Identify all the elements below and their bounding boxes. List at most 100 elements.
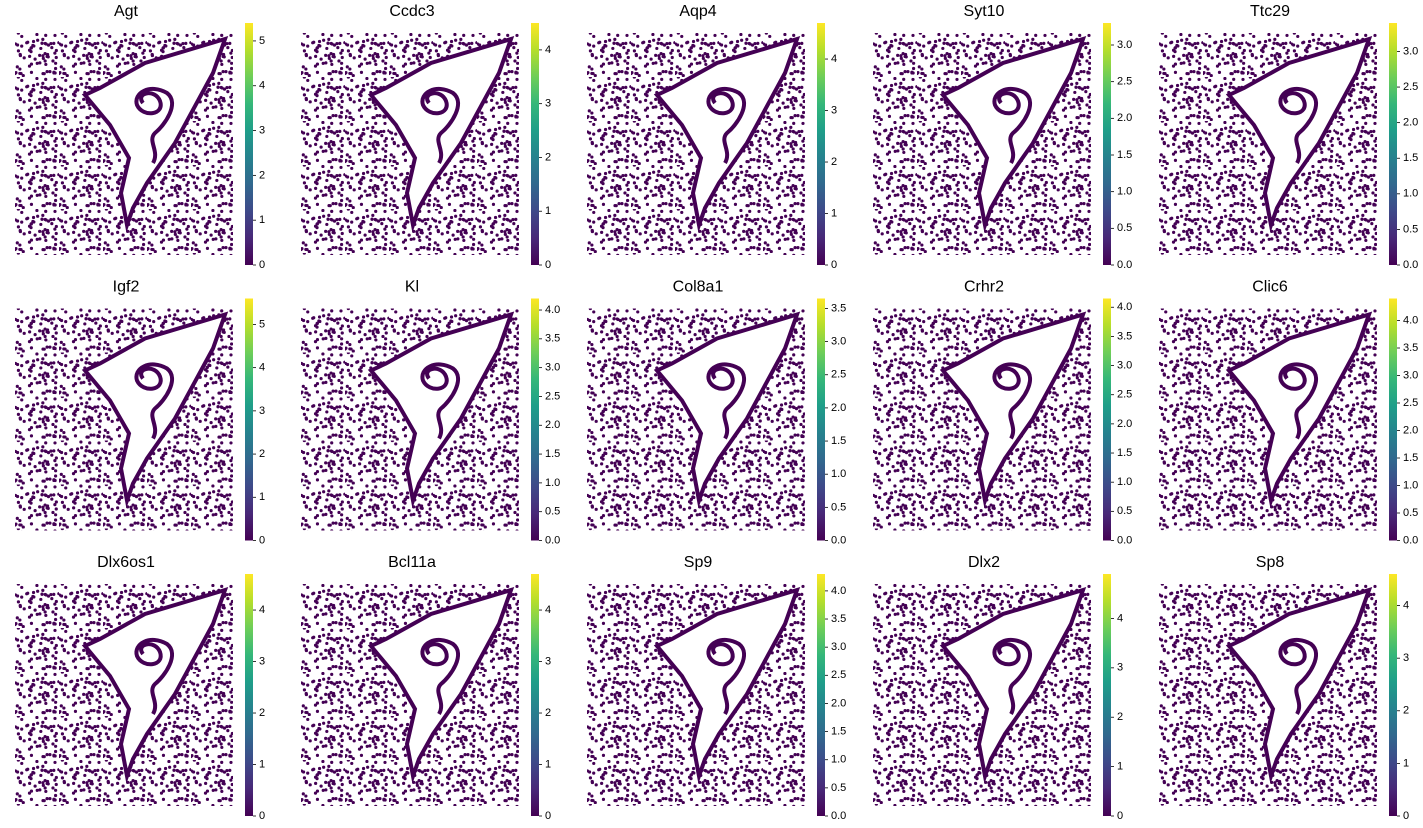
colorbar-tick-label: 4.0	[545, 304, 560, 316]
panel-title: Ccdc3	[389, 3, 434, 20]
tissue-plot	[301, 584, 519, 806]
colorbar-tick-label: 4.0	[1117, 301, 1132, 313]
colorbar-tick-label: 2.5	[831, 369, 846, 381]
colorbar-tick-label: 1.0	[831, 754, 846, 766]
colorbar-tick-label: 4	[1403, 599, 1409, 611]
colorbar-tick-label: 4.0	[1403, 314, 1418, 326]
colorbar-tick-label: 2	[545, 151, 551, 163]
colorbar-tick-label: 2.5	[1117, 76, 1132, 88]
colorbar-tick-label: 2.0	[831, 402, 846, 414]
colorbar-tick-label: 0	[545, 810, 551, 822]
colorbar-tick-label: 0.0	[545, 534, 560, 546]
colorbar-tick-label: 3.0	[1403, 369, 1418, 381]
tissue-plot	[1159, 584, 1377, 806]
colorbar-tick-label: 2.5	[831, 669, 846, 681]
tissue-plot	[873, 33, 1091, 255]
panel-title: Crhr2	[964, 279, 1004, 296]
colorbar-tick-label: 3.0	[545, 362, 560, 374]
colorbar-tick-label: 0	[1117, 810, 1123, 822]
colorbar-tick-label: 0.0	[1117, 534, 1132, 546]
colorbar-tick-label: 1.0	[1117, 186, 1132, 198]
panel-title: Ttc29	[1250, 3, 1290, 20]
plexus	[706, 86, 747, 165]
plexus	[1278, 86, 1319, 165]
plexus	[134, 362, 175, 440]
colorbar-tick-label: 3.5	[831, 302, 846, 314]
colorbar-tick-label: 0.5	[1117, 222, 1132, 234]
panel-title: Col8a1	[673, 279, 724, 296]
colorbar-tick-label: 4	[259, 80, 265, 92]
colorbar-tick-label: 1	[545, 205, 551, 217]
panel: Dlx2 0 1 2 3 4	[873, 554, 1123, 822]
plexus	[992, 637, 1033, 716]
colorbar-tick-label: 1	[259, 758, 265, 770]
colorbar-tick-label: 1	[545, 758, 551, 770]
panel-title: Bcl11a	[388, 554, 436, 571]
colorbar-tick-label: 3	[1403, 652, 1409, 664]
colorbar-tick-label: 2	[831, 156, 837, 168]
colorbar	[245, 574, 253, 816]
colorbar-tick-label: 3	[259, 655, 265, 667]
colorbar-tick-label: 4.0	[831, 585, 846, 597]
plexus	[706, 637, 747, 716]
panel-title: Sp9	[684, 554, 713, 571]
colorbar-tick-label: 2.0	[545, 419, 560, 431]
colorbar-tick-label: 3.0	[1117, 359, 1132, 371]
tissue-plot	[587, 33, 805, 255]
tissue-plot	[1159, 33, 1377, 255]
colorbar	[1103, 298, 1111, 541]
colorbar-tick-label: 1.0	[1403, 479, 1418, 491]
tissue-plot	[15, 308, 233, 531]
panel-title: Dlx2	[968, 554, 1000, 571]
colorbar-tick-label: 4	[1117, 612, 1123, 624]
panel-title: Syt10	[964, 3, 1005, 20]
colorbar-tick-label: 0.5	[831, 501, 846, 513]
plexus	[134, 86, 175, 165]
panel-title: Clic6	[1252, 279, 1288, 296]
plexus	[706, 362, 747, 440]
colorbar-tick-label: 2	[1117, 711, 1123, 723]
colorbar-tick-label: 0.0	[1117, 259, 1132, 271]
panel: Igf2 0 1 2 3 4 5	[15, 279, 265, 546]
colorbar-tick-label: 0	[1403, 810, 1409, 822]
colorbar-tick-label: 1.0	[1117, 476, 1132, 488]
colorbar-tick-label: 0	[259, 810, 265, 822]
colorbar-tick-label: 1	[259, 491, 265, 503]
plexus	[420, 362, 461, 440]
tissue-plot	[587, 308, 805, 531]
colorbar-tick-label: 3.5	[831, 613, 846, 625]
colorbar-tick-label: 1.5	[831, 725, 846, 737]
plexus	[420, 637, 461, 716]
colorbar-tick-label: 0.0	[831, 534, 846, 546]
colorbar	[1103, 574, 1111, 816]
colorbar-tick-label: 3.0	[1403, 45, 1418, 57]
panel-title: Sp8	[1256, 554, 1285, 571]
colorbar-tick-label: 3	[545, 98, 551, 110]
colorbar	[817, 298, 825, 541]
colorbar-tick-label: 0	[259, 534, 265, 546]
panel: Sp8 0 1 2 3 4	[1159, 554, 1409, 822]
panel-title: Igf2	[113, 279, 140, 296]
colorbar-tick-label: 3	[1117, 662, 1123, 674]
colorbar	[531, 574, 539, 816]
plexus	[992, 86, 1033, 165]
colorbar-tick-label: 1.5	[1403, 152, 1418, 164]
colorbar-tick-label: 4	[259, 604, 265, 616]
colorbar-tick-label: 3.0	[831, 336, 846, 348]
colorbar-tick-label: 3.5	[1403, 342, 1418, 354]
colorbar-tick-label: 3	[831, 104, 837, 116]
colorbar-tick-label: 2.0	[1117, 418, 1132, 430]
colorbar-tick-label: 0	[259, 259, 265, 271]
panel: Dlx6os1 0 1 2 3 4	[15, 554, 265, 822]
colorbar-tick-label: 2	[545, 707, 551, 719]
colorbar	[817, 574, 825, 816]
colorbar-tick-label: 2.5	[1403, 81, 1418, 93]
panel: Clic6 0.0 0.5 1.0 1.5 2.0 2.5 3.0 3.5 4.0	[1159, 279, 1418, 546]
colorbar-tick-label: 0.0	[1403, 259, 1418, 271]
colorbar-tick-label: 2.5	[545, 390, 560, 402]
colorbar-tick-label: 5	[259, 35, 265, 47]
colorbar-tick-label: 1.0	[831, 468, 846, 480]
colorbar-tick-label: 0.0	[831, 810, 846, 822]
colorbar-tick-label: 1	[1117, 761, 1123, 773]
tissue-plot	[873, 584, 1091, 806]
